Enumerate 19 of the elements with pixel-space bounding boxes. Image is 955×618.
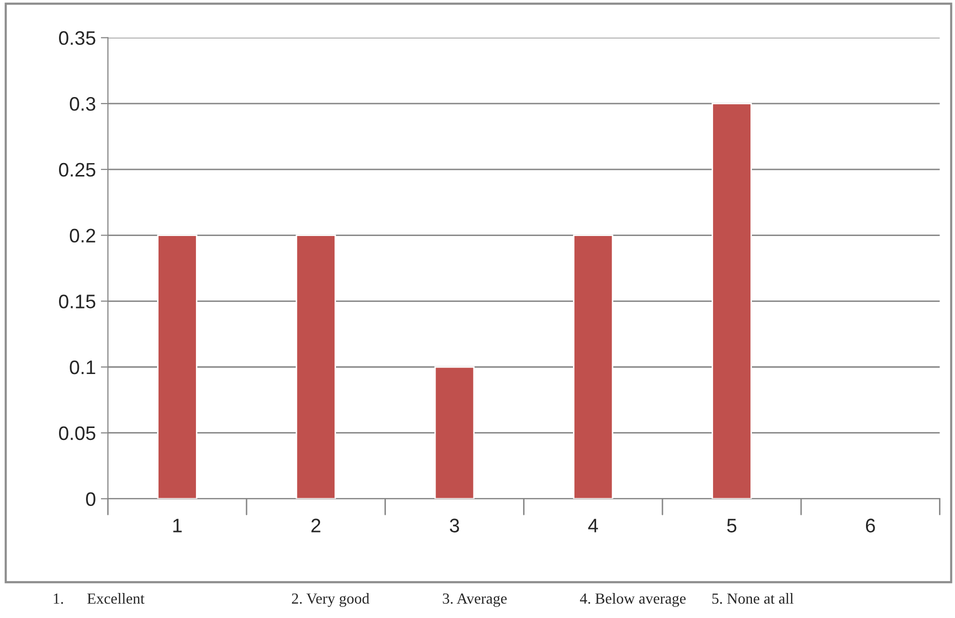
- y-tick-label: 0.05: [59, 426, 96, 440]
- x-tick-label: 6: [866, 518, 875, 532]
- y-tick-label: 0.3: [70, 97, 96, 111]
- text: 2. Very good: [292, 592, 370, 607]
- text: 1. Excellent: [54, 593, 144, 604]
- text: 3. Average: [442, 593, 507, 607]
- y-tick-label: 0.15: [59, 294, 96, 308]
- y-tick-label: 0.35: [59, 31, 96, 45]
- text: 5. None at all: [712, 593, 794, 604]
- x-tick-label: 4: [588, 518, 598, 532]
- x-tick-label: 1: [173, 518, 182, 532]
- x-tick-label: 2: [311, 518, 320, 532]
- y-tick-label: 0.2: [70, 228, 96, 243]
- y-tick-label: 0: [86, 492, 96, 506]
- text: 4. Below average: [580, 592, 686, 607]
- y-tick-label: 0.1: [70, 360, 96, 374]
- x-tick-label: 3: [450, 518, 460, 532]
- x-tick-label: 5: [727, 518, 736, 532]
- y-tick-label: 0.25: [59, 162, 96, 177]
